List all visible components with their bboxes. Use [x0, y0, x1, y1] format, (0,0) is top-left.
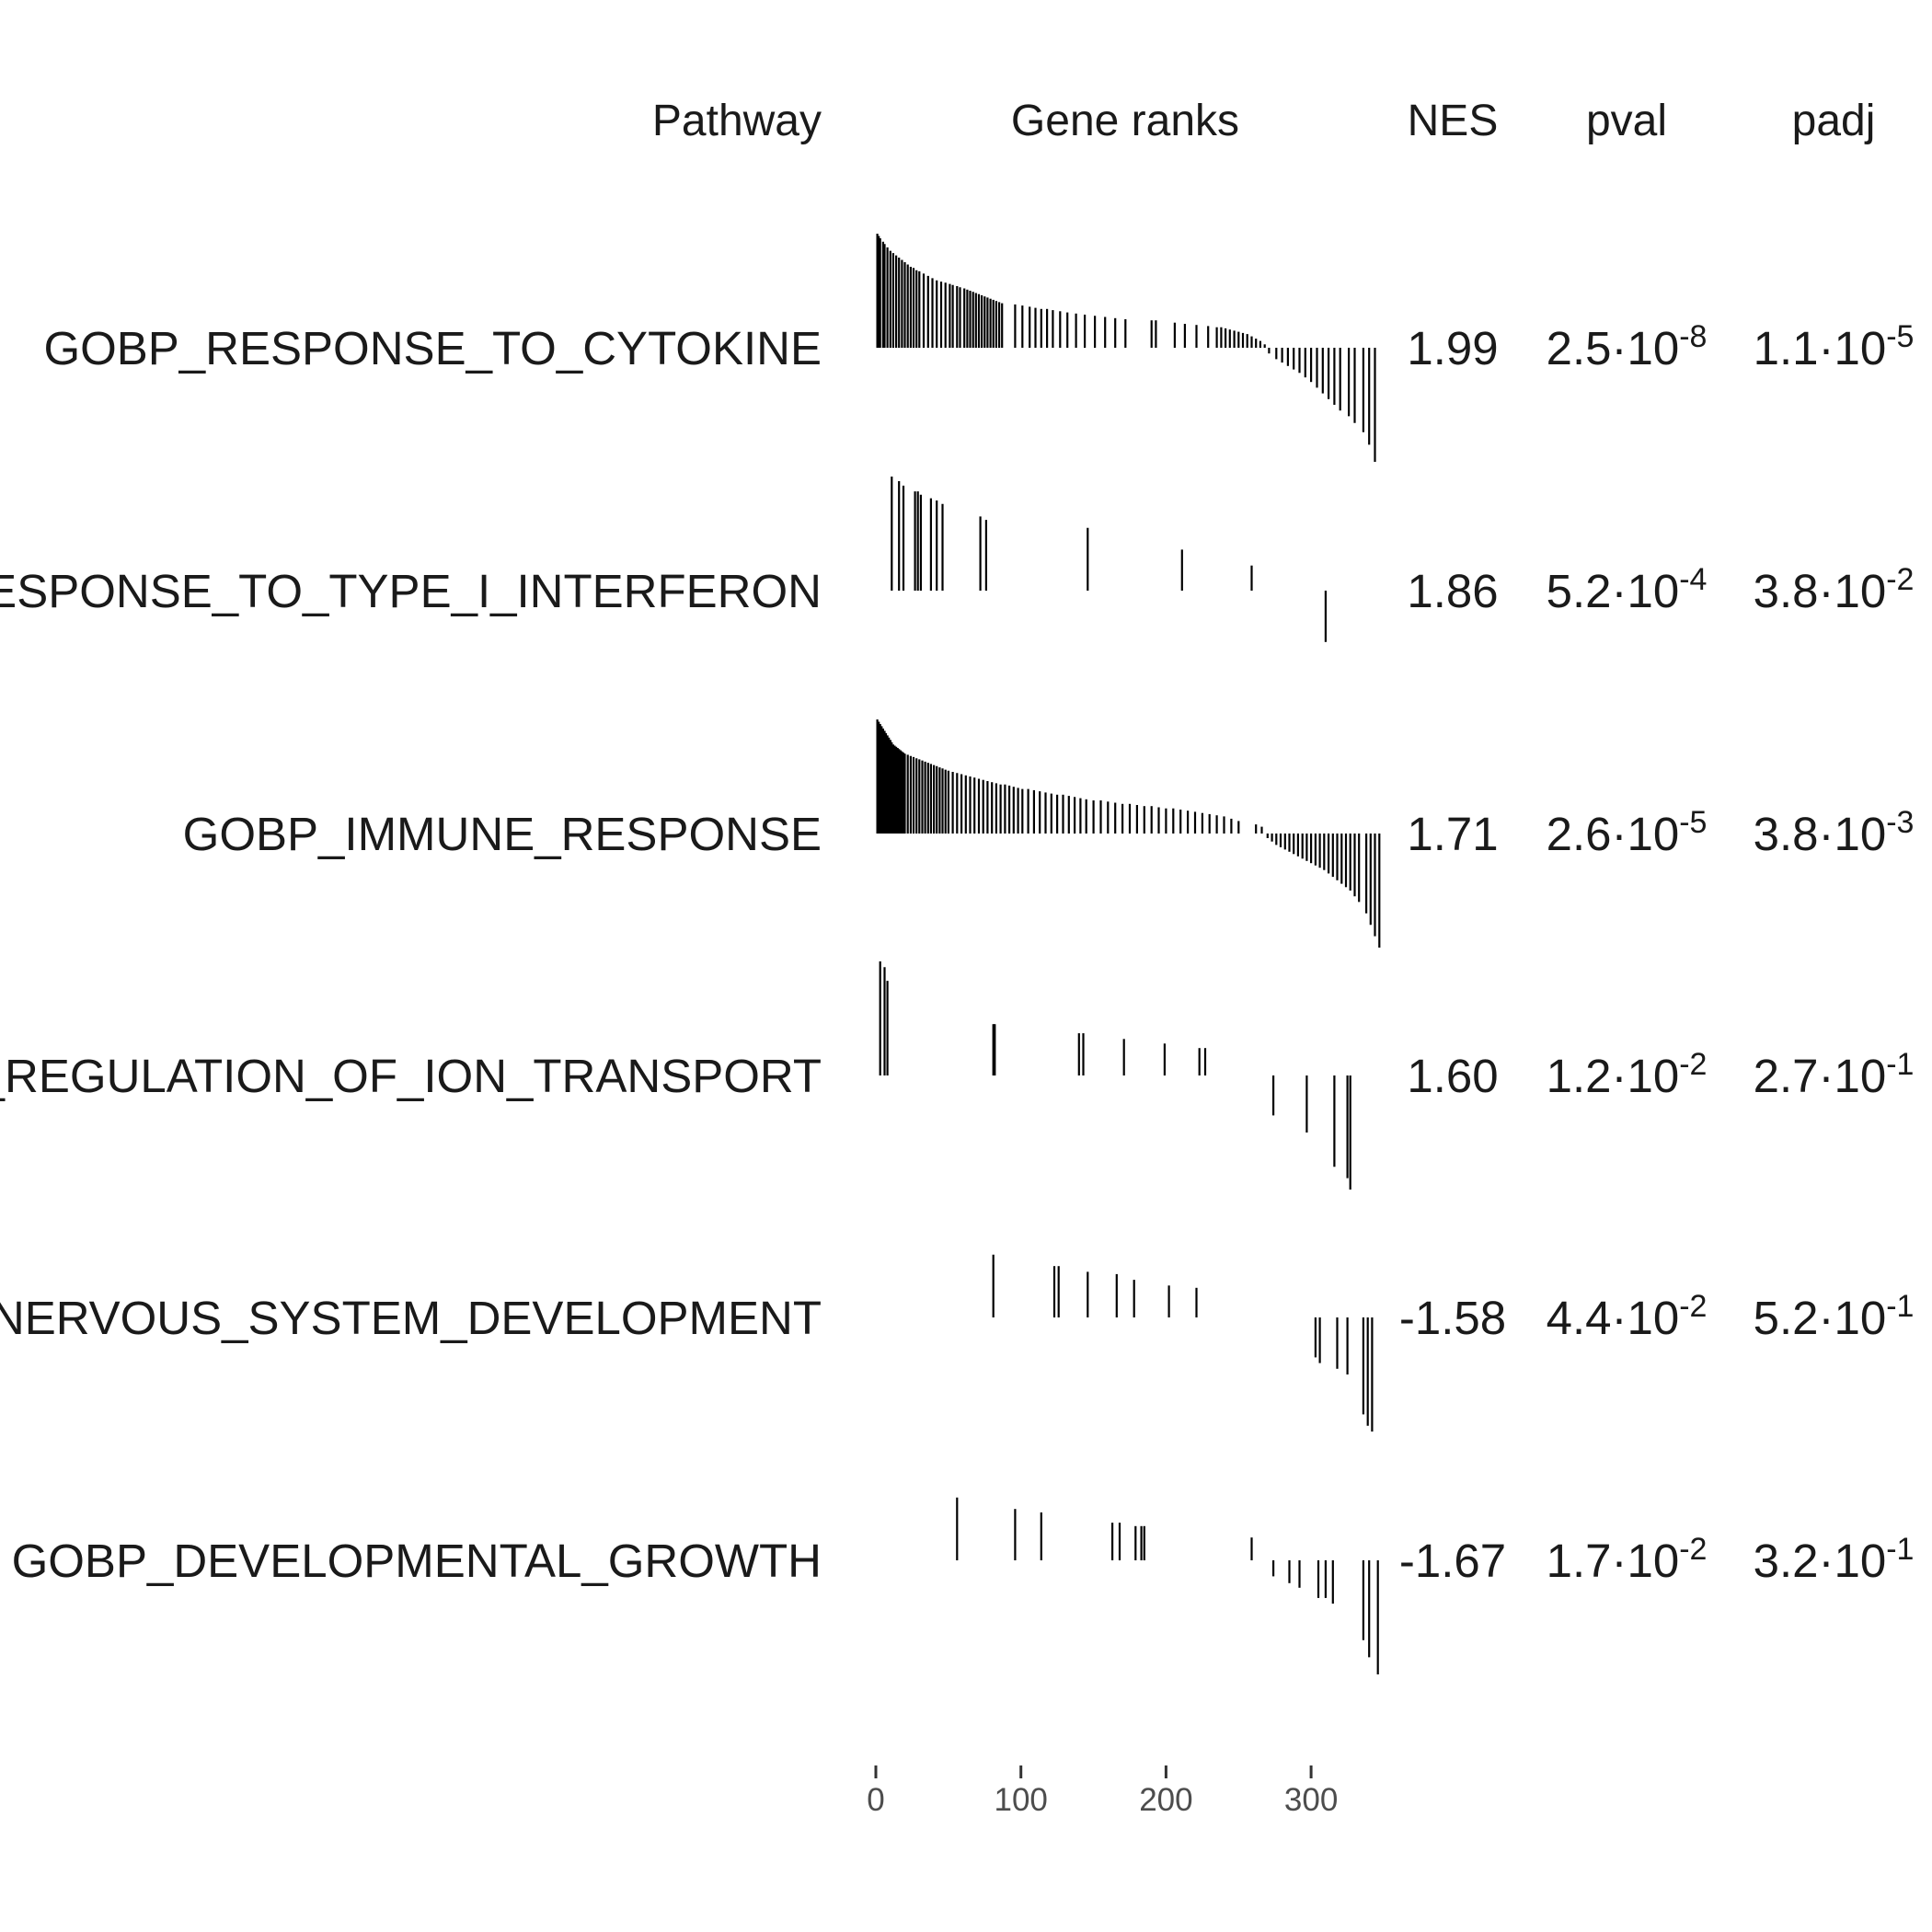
header-padj: padj — [1792, 97, 1876, 145]
pathway-label: GOBP_IMMUNE_RESPONSE — [183, 808, 822, 860]
padj-value-exponent: -5 — [1886, 319, 1914, 354]
gene-rank-barcode — [876, 234, 1376, 462]
padj-value-mantissa: 3.2·10 — [1754, 1535, 1887, 1587]
pval-value-exponent: -5 — [1679, 805, 1707, 840]
padj-value: 3.8·10-3 — [1754, 805, 1915, 860]
pval-value: 2.5·10-8 — [1547, 319, 1708, 374]
padj-value-exponent: -3 — [1886, 805, 1914, 840]
padj-value-exponent: -1 — [1886, 1532, 1914, 1567]
gene-rank-barcode — [956, 1497, 1379, 1674]
pathway-label: GOBP_RESPONSE_TO_CYTOKINE — [43, 322, 822, 374]
pval-value-mantissa: 2.5·10 — [1547, 322, 1680, 374]
gene-rank-barcode — [992, 1254, 1374, 1432]
padj-value-mantissa: 3.8·10 — [1754, 565, 1887, 617]
pathway-label: GOBP_REGULATION_OF_ION_TRANSPORT — [0, 1050, 822, 1102]
padj-value-mantissa: 5.2·10 — [1754, 1292, 1887, 1344]
nes-value: 1.71 — [1407, 808, 1498, 860]
header-nes: NES — [1408, 97, 1499, 145]
pval-value: 2.6·10-5 — [1547, 805, 1708, 860]
padj-value-mantissa: 2.7·10 — [1754, 1050, 1887, 1102]
pval-value-exponent: -2 — [1679, 1532, 1707, 1567]
gene-rank-axis: 0 100 200 300 — [867, 1765, 1338, 1818]
pval-value-exponent: -8 — [1679, 319, 1707, 354]
padj-value: 5.2·10-1 — [1754, 1289, 1915, 1344]
padj-value: 3.8·10-2 — [1754, 562, 1915, 617]
pathway-row: GOBP_NERVOUS_SYSTEM_DEVELOPMENT -1.58 4.4·… — [0, 1254, 1915, 1432]
pval-value-exponent: -4 — [1679, 562, 1707, 597]
x-tick-label: 0 — [867, 1782, 884, 1818]
pval-value-mantissa: 1.2·10 — [1547, 1050, 1680, 1102]
pathway-label: GOBP_NERVOUS_SYSTEM_DEVELOPMENT — [0, 1292, 822, 1344]
padj-value: 2.7·10-1 — [1754, 1047, 1915, 1102]
pathway-rows: GOBP_RESPONSE_TO_CYTOKINE 1.99 2.5·10-8 1.1… — [0, 234, 1914, 1674]
pathway-row: GOBP_IMMUNE_RESPONSE 1.71 2.6·10-5 3.8·10-3 — [183, 719, 1915, 948]
pval-value: 4.4·10-2 — [1547, 1289, 1708, 1344]
pathway-row: GOBP_RESPONSE_TO_CYTOKINE 1.99 2.5·10-8 1.1… — [43, 234, 1914, 462]
gene-rank-barcode — [891, 477, 1328, 642]
pathway-label: GOBP_RESPONSE_TO_TYPE_I_INTERFERON — [0, 565, 822, 617]
pval-value: 1.7·10-2 — [1547, 1532, 1708, 1587]
gene-rank-barcode — [876, 719, 1381, 948]
pval-value: 1.2·10-2 — [1547, 1047, 1708, 1102]
pval-value-mantissa: 5.2·10 — [1547, 565, 1680, 617]
pval-value-mantissa: 1.7·10 — [1547, 1535, 1680, 1587]
x-tick-label: 200 — [1139, 1782, 1192, 1818]
pval-value: 5.2·10-4 — [1547, 562, 1708, 617]
header-gene-ranks: Gene ranks — [1011, 97, 1239, 145]
pval-value-mantissa: 2.6·10 — [1547, 808, 1680, 860]
padj-value-mantissa: 1.1·10 — [1754, 322, 1887, 374]
pval-value-exponent: -2 — [1679, 1047, 1707, 1082]
padj-value-exponent: -2 — [1886, 562, 1914, 597]
padj-value: 3.2·10-1 — [1754, 1532, 1915, 1587]
pathway-row: GOBP_REGULATION_OF_ION_TRANSPORT 1.60 1.2·… — [0, 961, 1914, 1190]
pathway-row: GOBP_RESPONSE_TO_TYPE_I_INTERFERON 1.86 5.… — [0, 477, 1914, 642]
nes-value: -1.58 — [1399, 1292, 1506, 1344]
padj-value-mantissa: 3.8·10 — [1754, 808, 1887, 860]
nes-value: -1.67 — [1399, 1535, 1506, 1587]
padj-value: 1.1·10-5 — [1754, 319, 1915, 374]
nes-value: 1.60 — [1407, 1050, 1498, 1102]
pval-value-mantissa: 4.4·10 — [1547, 1292, 1680, 1344]
pathway-row: GOBP_DEVELOPMENTAL_GROWTH -1.67 1.7·10-2 3.… — [12, 1497, 1915, 1674]
padj-value-exponent: -1 — [1886, 1047, 1914, 1082]
padj-value-exponent: -1 — [1886, 1289, 1914, 1324]
gene-rank-barcode — [879, 961, 1351, 1190]
header-pval: pval — [1586, 97, 1667, 145]
pathway-label: GOBP_DEVELOPMENTAL_GROWTH — [12, 1535, 822, 1587]
nes-value: 1.99 — [1407, 322, 1498, 374]
nes-value: 1.86 — [1407, 565, 1498, 617]
x-tick-label: 100 — [994, 1782, 1047, 1818]
header-row: Pathway Gene ranks NES pval padj — [652, 97, 1875, 145]
x-tick-label: 300 — [1284, 1782, 1338, 1818]
header-pathway: Pathway — [652, 97, 822, 145]
pval-value-exponent: -2 — [1679, 1289, 1707, 1324]
